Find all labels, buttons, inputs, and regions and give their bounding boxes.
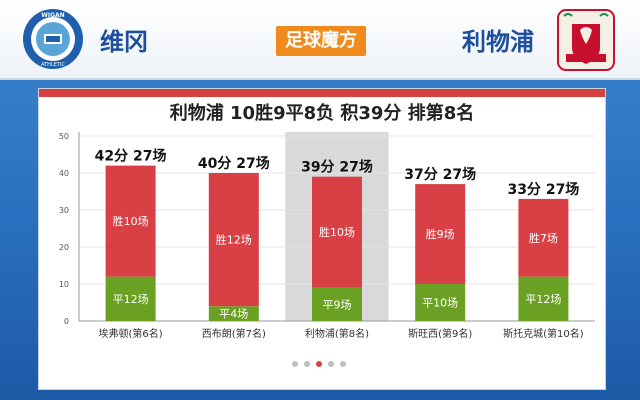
bar-label-wins: 胜10场 xyxy=(319,225,355,239)
bar-label-wins: 胜7场 xyxy=(529,231,558,245)
wigan-crest-icon: WIGAN ATHLETIC xyxy=(23,9,83,69)
bar-draws xyxy=(312,287,362,321)
bar-wins xyxy=(312,176,362,288)
bar-wins xyxy=(518,198,569,277)
bar-label-wins: 胜10场 xyxy=(113,214,149,228)
pager-dot[interactable] xyxy=(304,361,310,367)
bar-total-label: 42分 27场 xyxy=(95,149,167,165)
x-category-label: 斯托克城(第10名) xyxy=(503,327,584,340)
pager-dot[interactable] xyxy=(316,361,322,367)
chart-panel: 利物浦 10胜9平8负 积39分 排第8名 0 10 20 30 40 50 平12场 胜10… xyxy=(38,88,606,390)
brand-logo: 足球魔方 xyxy=(276,26,366,56)
bar-total-label: 37分 27场 xyxy=(404,167,476,183)
bar-draws xyxy=(105,276,156,321)
y-tick-label: 40 xyxy=(59,169,69,178)
liverpool-crest-icon xyxy=(557,9,615,71)
header-bar: WIGAN ATHLETIC 维冈 足球魔方 利物浦 xyxy=(0,0,640,80)
y-tick-label: 30 xyxy=(59,206,69,215)
bar-label-wins: 胜12场 xyxy=(216,233,252,247)
bar-draws xyxy=(208,306,259,321)
bar-label-draws: 平10场 xyxy=(422,296,458,310)
x-category-label: 利物浦(第8名) xyxy=(305,327,369,340)
y-tick-label: 50 xyxy=(59,132,69,141)
x-category-label: 西布朗(第7名) xyxy=(202,327,266,340)
team-left-name: 维冈 xyxy=(100,28,148,56)
svg-text:ATHLETIC: ATHLETIC xyxy=(41,62,65,68)
carousel-pager xyxy=(39,357,605,373)
pager-dot[interactable] xyxy=(340,361,346,367)
bar-label-draws: 平12场 xyxy=(113,292,149,306)
bar-wins xyxy=(208,173,259,307)
y-tick-label: 10 xyxy=(59,280,69,289)
pager-dot[interactable] xyxy=(328,361,334,367)
x-category-label: 埃弗顿(第6名) xyxy=(99,327,163,340)
panel-accent-strip xyxy=(39,89,605,97)
bar-draws xyxy=(415,284,466,321)
bar-label-draws: 平9场 xyxy=(323,297,352,311)
x-category-label: 斯旺西(第9名) xyxy=(408,327,472,340)
y-tick-label: 0 xyxy=(64,317,69,326)
bar-draws xyxy=(518,276,569,321)
pager-dot[interactable] xyxy=(292,361,298,367)
team-right-name: 利物浦 xyxy=(462,28,534,56)
bar-label-wins: 胜9场 xyxy=(426,227,455,241)
bar-label-draws: 平4场 xyxy=(219,307,248,321)
svg-text:WIGAN: WIGAN xyxy=(41,12,64,19)
bar-total-label: 39分 27场 xyxy=(301,160,373,176)
bar-total-label: 40分 27场 xyxy=(198,156,270,172)
bar-wins xyxy=(415,184,466,284)
bar-wins xyxy=(105,165,156,277)
chart-title: 利物浦 10胜9平8负 积39分 排第8名 xyxy=(169,103,475,124)
y-tick-label: 20 xyxy=(59,243,69,252)
bar-label-draws: 平12场 xyxy=(525,292,561,306)
bar-total-label: 33分 27场 xyxy=(507,182,579,198)
